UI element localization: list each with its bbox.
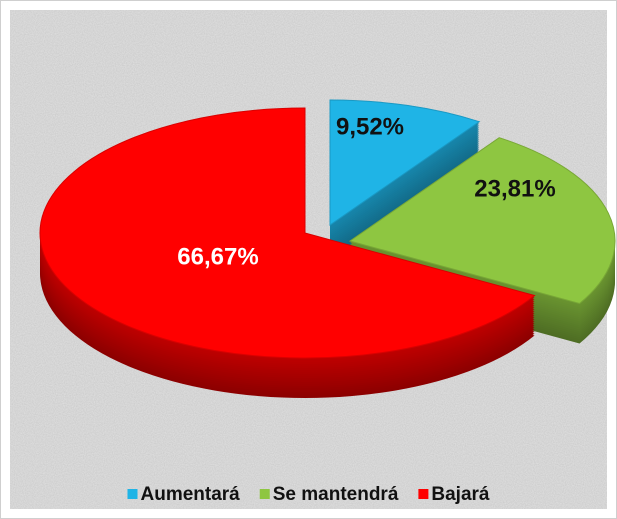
legend-swatch [127, 489, 138, 499]
data-label: 9,52% [336, 113, 404, 140]
pie: 9,52% 23,81% 66,67% [39, 99, 616, 398]
legend-swatch [418, 489, 429, 499]
legend-label: Aumentará [140, 484, 240, 505]
data-label: 23,81% [474, 175, 555, 202]
data-label: 66,67% [177, 243, 258, 270]
legend-label: Bajará [431, 484, 490, 505]
legend: Aumentará Se mantendrá Bajará [127, 484, 490, 505]
legend-swatch [259, 489, 270, 499]
slice [348, 137, 616, 305]
slice [39, 107, 536, 359]
slice [329, 99, 481, 226]
legend-label: Se mantendrá [273, 484, 399, 505]
